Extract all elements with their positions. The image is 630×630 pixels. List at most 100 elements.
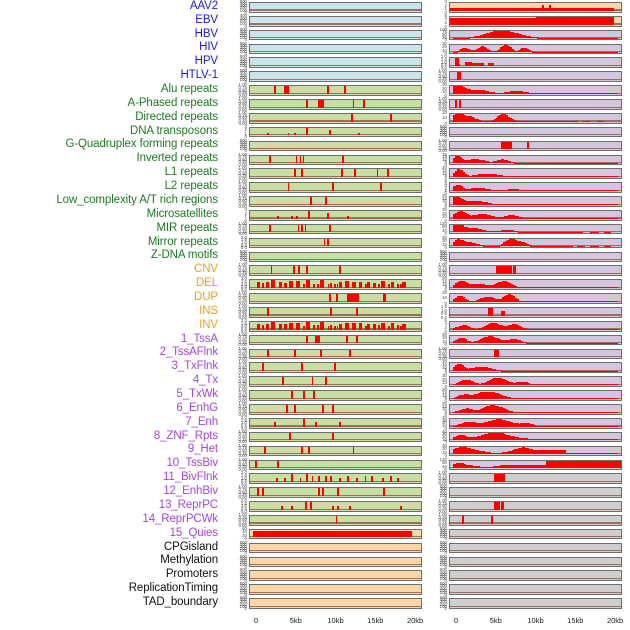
track-plot[interactable]: [449, 15, 622, 27]
data-bar: [554, 51, 557, 53]
track-plot[interactable]: [449, 2, 622, 13]
track-plot[interactable]: [449, 43, 622, 55]
track-plot[interactable]: [449, 196, 622, 207]
track-plot[interactable]: [249, 57, 422, 69]
track-plot[interactable]: [449, 404, 622, 415]
track-plot[interactable]: [249, 15, 422, 27]
data-bar: [545, 204, 549, 205]
track-plot[interactable]: [249, 279, 422, 290]
track-plot[interactable]: [449, 29, 622, 41]
track-plot[interactable]: [249, 196, 422, 207]
track-plot[interactable]: [249, 293, 422, 304]
track-plot[interactable]: [449, 320, 622, 332]
track-plot[interactable]: [249, 307, 422, 318]
track-plot[interactable]: [249, 237, 422, 249]
track-plot[interactable]: [449, 126, 622, 138]
track-plot[interactable]: [249, 390, 422, 401]
track-plot[interactable]: [449, 71, 622, 82]
data-bar: [554, 425, 558, 427]
track-plot[interactable]: [449, 348, 622, 360]
track-plot[interactable]: [449, 417, 622, 429]
track-plot[interactable]: [449, 209, 622, 221]
track-plot[interactable]: [249, 182, 422, 193]
track-plot[interactable]: [249, 71, 422, 82]
track-plot[interactable]: [449, 570, 622, 582]
track-plot[interactable]: [249, 320, 422, 332]
track-plot[interactable]: [249, 2, 422, 13]
track-plot[interactable]: [449, 279, 622, 290]
track-plot[interactable]: [449, 251, 622, 263]
track-plot[interactable]: [449, 431, 622, 443]
track-plot[interactable]: [249, 348, 422, 360]
data-bar: [464, 422, 468, 427]
track-plot[interactable]: [449, 514, 622, 526]
data-bar: [512, 230, 516, 233]
track-plot[interactable]: [249, 334, 422, 346]
track-plot[interactable]: [449, 473, 622, 485]
track-plot[interactable]: [249, 473, 422, 485]
track-plot[interactable]: [449, 307, 622, 318]
track-plot[interactable]: [249, 487, 422, 498]
track-plot[interactable]: [449, 362, 622, 374]
track-plot[interactable]: [449, 112, 622, 124]
track-plot[interactable]: [449, 237, 622, 249]
track-plot[interactable]: [249, 556, 422, 568]
track-plot[interactable]: [449, 376, 622, 387]
track-plot[interactable]: [449, 528, 622, 540]
track-plot[interactable]: [449, 556, 622, 568]
track-plot[interactable]: [449, 168, 622, 180]
track-plot[interactable]: [449, 445, 622, 457]
track-plot[interactable]: [249, 43, 422, 55]
track-plot[interactable]: [449, 487, 622, 498]
track-plot[interactable]: [249, 584, 422, 595]
track-plot[interactable]: [449, 140, 622, 152]
track-plot[interactable]: [249, 570, 422, 582]
track-plot[interactable]: [249, 223, 422, 235]
track-plot[interactable]: [249, 265, 422, 277]
track-plot[interactable]: [449, 182, 622, 193]
track-plot[interactable]: [449, 584, 622, 595]
track-plot[interactable]: [449, 57, 622, 69]
track-plot[interactable]: [249, 99, 422, 110]
track-plot[interactable]: [249, 459, 422, 471]
track-plot[interactable]: [449, 99, 622, 110]
track-plot[interactable]: [449, 265, 622, 277]
track-plot[interactable]: [249, 376, 422, 387]
track-plot[interactable]: [449, 223, 622, 235]
data-bar: [471, 368, 475, 372]
track-plot[interactable]: [249, 514, 422, 526]
data-bar: [590, 245, 599, 247]
y-axis-ticks: 1.00 0.75 0.50 0.25 0.00: [226, 165, 248, 181]
track-plot[interactable]: [249, 126, 422, 138]
data-bar: [489, 50, 493, 53]
track-plot[interactable]: [249, 140, 422, 152]
track-plot[interactable]: [249, 598, 422, 609]
track-plot[interactable]: [449, 598, 622, 609]
track-plot[interactable]: [249, 168, 422, 180]
track-plot[interactable]: [449, 85, 622, 96]
track-plot[interactable]: [449, 501, 622, 512]
track-plot[interactable]: [249, 431, 422, 443]
track-plot[interactable]: [449, 154, 622, 166]
track-plot[interactable]: [449, 293, 622, 304]
track-plot[interactable]: [249, 501, 422, 512]
track-plot[interactable]: [249, 528, 422, 540]
track-plot[interactable]: [249, 445, 422, 457]
track-plot[interactable]: [249, 209, 422, 221]
track-plot[interactable]: [249, 112, 422, 124]
track-plot[interactable]: [249, 85, 422, 96]
data-bar: [463, 394, 467, 399]
track-plot[interactable]: [449, 542, 622, 554]
track-plot[interactable]: [249, 404, 422, 415]
track-plot[interactable]: [249, 417, 422, 429]
track-plot[interactable]: [449, 390, 622, 401]
track-plot[interactable]: [249, 542, 422, 554]
data-bar: [496, 190, 500, 191]
data-bar: [456, 72, 461, 80]
track-plot[interactable]: [249, 29, 422, 41]
track-plot[interactable]: [449, 459, 622, 471]
track-plot[interactable]: [249, 154, 422, 166]
track-plot[interactable]: [249, 362, 422, 374]
track-plot[interactable]: [449, 334, 622, 346]
track-plot[interactable]: [249, 251, 422, 263]
